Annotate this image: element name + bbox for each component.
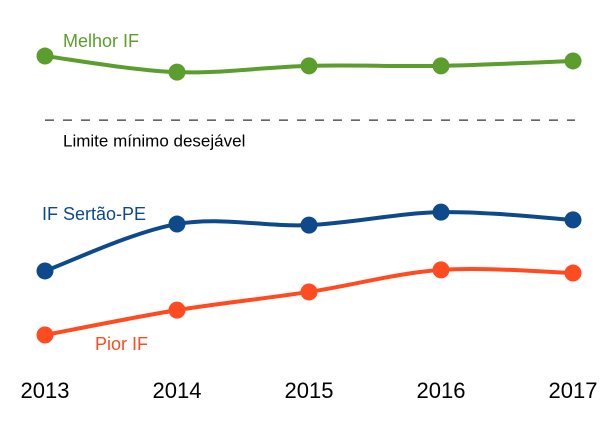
point [300, 283, 318, 301]
x-tick-label: 2016 [417, 378, 466, 403]
threshold-label: Limite mínimo desejável [63, 132, 245, 151]
point [168, 63, 186, 81]
point [300, 216, 318, 234]
point [300, 57, 318, 75]
point [168, 215, 186, 233]
x-tick-label: 2015 [285, 378, 334, 403]
x-tick-label: 2013 [21, 378, 70, 403]
point [36, 262, 54, 280]
series-label: Melhor IF [63, 31, 139, 51]
point [432, 57, 450, 75]
x-tick-label: 2014 [153, 378, 202, 403]
x-tick-label: 2017 [549, 378, 598, 403]
point [564, 211, 582, 229]
series-line [43, 266, 575, 337]
point [564, 52, 582, 70]
point [168, 301, 186, 319]
point [564, 264, 582, 282]
point [36, 47, 54, 65]
point [36, 326, 54, 344]
point [432, 203, 450, 221]
series-label: IF Sertão-PE [42, 204, 146, 224]
series-label: Pior IF [95, 334, 148, 354]
point [432, 261, 450, 279]
